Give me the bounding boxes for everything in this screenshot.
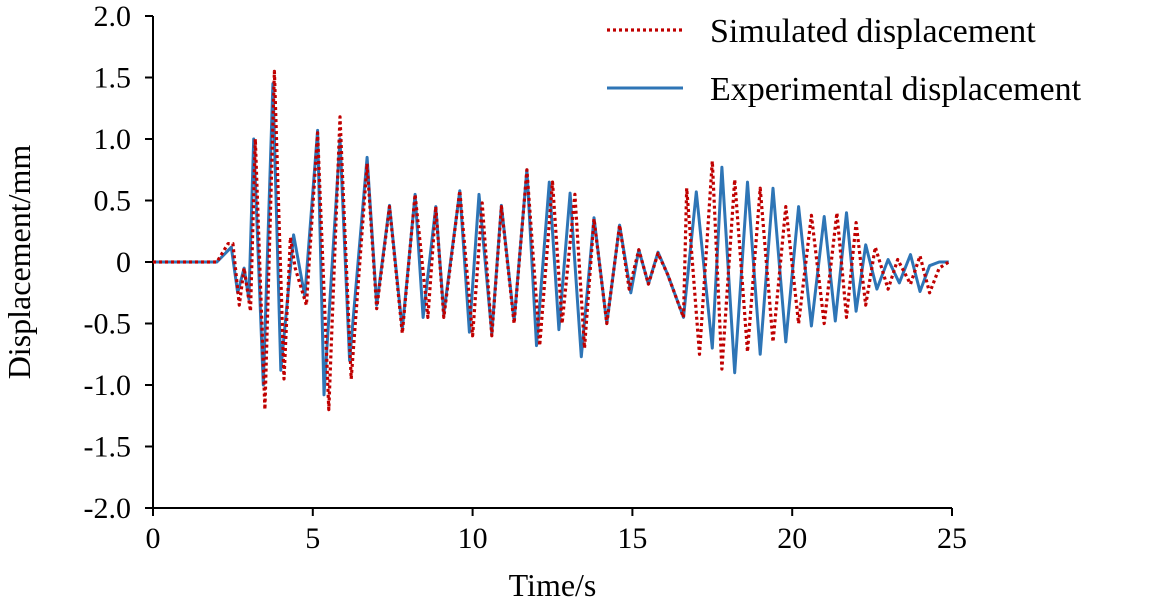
x-tick-label: 5 bbox=[305, 522, 320, 555]
x-tick-label: 10 bbox=[458, 522, 488, 555]
series-line-experimental bbox=[153, 82, 949, 397]
series-line-simulated bbox=[153, 69, 950, 412]
y-tick-label: 2.0 bbox=[94, 0, 132, 33]
y-tick-label: 0.5 bbox=[94, 185, 132, 218]
tick-labels: 2.0 1.5 1.0 0.5 0 -0.5 -1.0 -1.5 -2.0 0 5 10 15 20 25 bbox=[84, 0, 968, 555]
y-tick-label: -2.0 bbox=[84, 492, 132, 525]
x-tick-label: 20 bbox=[777, 522, 807, 555]
y-axis-label: Displacement/mm bbox=[1, 145, 37, 380]
y-tick-label: 1.0 bbox=[94, 123, 132, 156]
x-tick-label: 15 bbox=[617, 522, 647, 555]
y-tick-label: 0 bbox=[116, 246, 131, 279]
y-tick-label: -0.5 bbox=[84, 308, 132, 341]
legend: Simulated displacement Experimental disp… bbox=[607, 13, 1082, 108]
y-tick-label: 1.5 bbox=[94, 62, 132, 95]
legend-label-experimental: Experimental displacement bbox=[710, 71, 1082, 108]
x-axis-label: Time/s bbox=[509, 567, 597, 602]
y-tick-label: -1.5 bbox=[84, 431, 132, 464]
x-tick-label: 25 bbox=[937, 522, 967, 555]
legend-label-simulated: Simulated displacement bbox=[710, 13, 1036, 50]
series-layer bbox=[153, 69, 950, 412]
x-tick-label: 0 bbox=[146, 522, 161, 555]
y-tick-label: -1.0 bbox=[84, 369, 132, 402]
